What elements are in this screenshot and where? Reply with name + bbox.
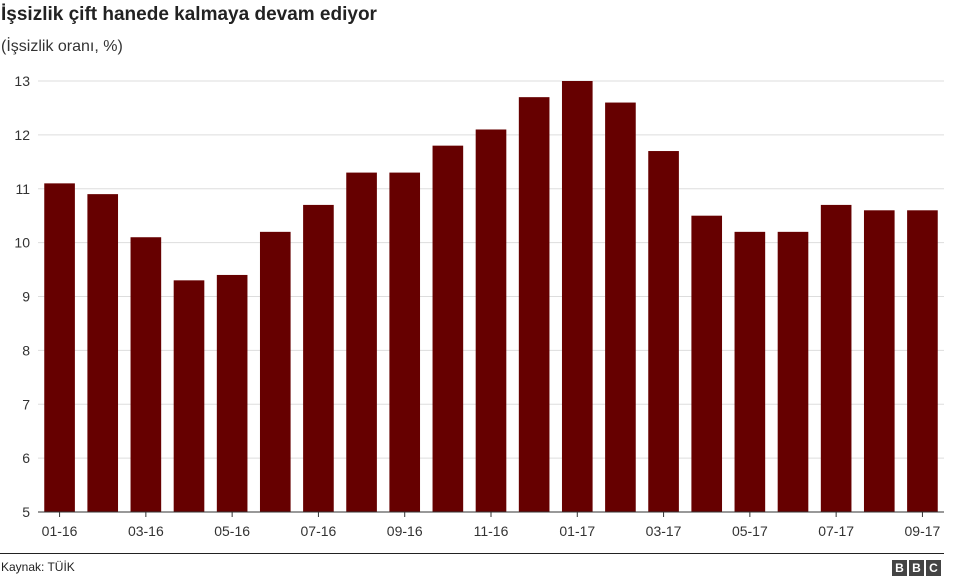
footer-divider	[0, 553, 944, 554]
x-tick-label: 09-16	[387, 523, 423, 539]
bar-07-16	[303, 204, 334, 512]
bar-11-16	[475, 129, 507, 513]
x-tick-label: 07-17	[818, 523, 854, 539]
bar-08-17	[863, 210, 895, 513]
x-tick-label: 11-16	[474, 523, 509, 539]
x-axis-ticks: 01-16 03-16 05-16 07-16 09-16 11-16 01-17 03-17…	[42, 512, 941, 539]
chart-title: İşsizlik çift hanede kalmaya devam ediyo…	[1, 4, 377, 25]
y-tick-label: 7	[22, 396, 30, 412]
bbc-logo-letter-3: C	[926, 560, 941, 576]
bar-04-17	[691, 215, 723, 512]
x-tick-label: 05-17	[732, 523, 768, 539]
bbc-logo-letter-1: B	[892, 560, 907, 576]
bar-02-17	[605, 102, 636, 513]
x-tick-label: 03-17	[646, 523, 682, 539]
bar-06-16	[259, 231, 291, 512]
x-tick-label: 07-16	[301, 523, 337, 539]
x-tick-label: 05-16	[214, 523, 250, 539]
x-tick-label: 01-16	[42, 523, 78, 539]
bar-10-16	[432, 145, 464, 512]
bar-08-16	[346, 172, 377, 512]
y-tick-label: 12	[14, 127, 30, 143]
x-tick-label: 01-17	[559, 523, 595, 539]
y-tick-label: 6	[22, 450, 30, 466]
y-tick-label: 11	[15, 181, 30, 197]
y-tick-label: 9	[22, 289, 30, 305]
y-tick-label: 13	[14, 73, 30, 89]
bbc-logo-letter-2: B	[909, 560, 924, 576]
bar-07-17	[820, 204, 852, 512]
bar-03-17	[648, 151, 679, 512]
bar-05-17	[734, 231, 766, 512]
x-tick-label: 09-17	[905, 523, 941, 539]
bar-09-16	[389, 172, 421, 512]
bars	[38, 81, 944, 513]
y-axis-ticks: 5 6 7 8 9 10 11 12 13	[14, 73, 30, 520]
x-tick-label: 03-16	[128, 523, 164, 539]
y-tick-label: 10	[14, 235, 30, 251]
bar-05-16	[216, 274, 248, 512]
bar-06-17	[777, 231, 809, 512]
y-tick-label: 5	[22, 504, 30, 520]
y-tick-label: 8	[22, 342, 30, 358]
bbc-logo: B B C	[892, 560, 941, 576]
bar-12-16	[518, 97, 550, 512]
bar-04-16	[173, 280, 205, 512]
bar-01-17	[561, 81, 593, 512]
source-note: Kaynak: TÜİK	[1, 560, 75, 574]
bar-03-16	[130, 237, 162, 513]
bar-02-16	[87, 194, 119, 512]
chart-subtitle: (İşsizlik oranı, %)	[1, 38, 123, 55]
bar-09-17	[907, 210, 938, 513]
bar-01-16	[44, 183, 75, 513]
